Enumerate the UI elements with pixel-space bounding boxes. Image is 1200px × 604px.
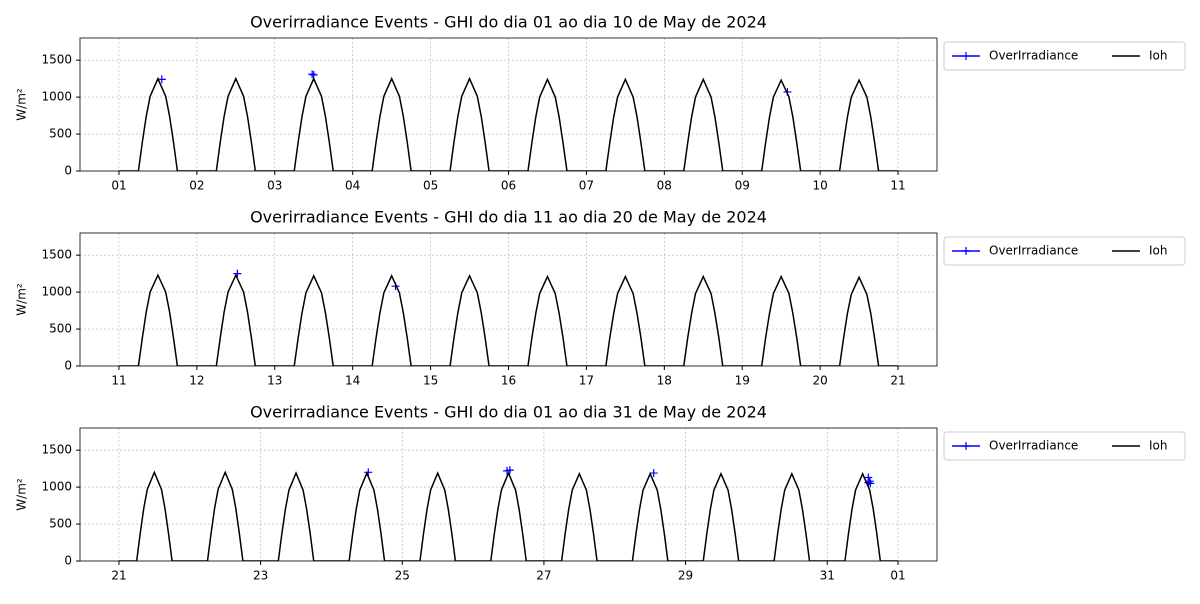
legend-box [943, 41, 1186, 71]
x-tick-label: 23 [253, 569, 268, 583]
marker [233, 269, 242, 278]
x-tick-label: 29 [678, 569, 693, 583]
subplot: Overirradiance Events - GHI do dia 11 ao… [15, 208, 1186, 388]
legend-marker [962, 52, 970, 60]
legend-label: Ioh [1149, 439, 1168, 453]
x-tick-label: 21 [890, 374, 905, 388]
x-tick-label: 01 [890, 569, 905, 583]
legend-box [943, 431, 1186, 461]
plot-frame [79, 232, 938, 367]
legend-marker [962, 442, 970, 450]
marker [308, 70, 317, 79]
subplot: Overirradiance Events - GHI do dia 01 ao… [15, 13, 1186, 193]
line-series [118, 470, 899, 561]
x-tick-label: 01 [111, 179, 126, 193]
x-tick-label: 19 [735, 374, 750, 388]
y-tick-label: 0 [64, 554, 72, 568]
legend-label: Ioh [1149, 244, 1168, 258]
x-tick-label: 11 [111, 374, 126, 388]
x-tick-label: 04 [345, 179, 360, 193]
plot-frame [79, 37, 938, 172]
chart-title: Overirradiance Events - GHI do dia 11 ao… [250, 208, 767, 227]
legend-label: OverIrradiance [989, 244, 1078, 258]
x-tick-label: 31 [820, 569, 835, 583]
x-tick-label: 13 [267, 374, 282, 388]
x-tick-label: 03 [267, 179, 282, 193]
x-tick-label: 06 [501, 179, 516, 193]
legend-label: OverIrradiance [989, 49, 1078, 63]
y-tick-label: 500 [49, 517, 72, 531]
x-tick-label: 05 [423, 179, 438, 193]
x-tick-label: 09 [735, 179, 750, 193]
marker [505, 466, 514, 475]
chart-title: Overirradiance Events - GHI do dia 01 ao… [250, 13, 767, 32]
x-tick-label: 10 [812, 179, 827, 193]
x-tick-label: 14 [345, 374, 360, 388]
x-tick-label: 07 [579, 179, 594, 193]
y-axis-label: W/m² [15, 478, 29, 511]
y-tick-label: 1500 [41, 443, 72, 457]
x-tick-label: 27 [536, 569, 551, 583]
y-tick-label: 0 [64, 164, 72, 178]
marker [157, 75, 166, 84]
y-axis-label: W/m² [15, 88, 29, 121]
y-tick-label: 1000 [41, 480, 72, 494]
y-tick-label: 1500 [41, 53, 72, 67]
legend-label: OverIrradiance [989, 439, 1078, 453]
x-tick-label: 15 [423, 374, 438, 388]
marker [649, 469, 658, 478]
y-axis-label: W/m² [15, 283, 29, 316]
legend-label: Ioh [1149, 49, 1168, 63]
y-tick-label: 500 [49, 127, 72, 141]
x-tick-label: 18 [657, 374, 672, 388]
x-tick-label: 20 [812, 374, 827, 388]
legend-marker [962, 247, 970, 255]
legend-box [943, 236, 1186, 266]
line-series [118, 76, 899, 171]
y-tick-label: 500 [49, 322, 72, 336]
x-tick-label: 25 [395, 569, 410, 583]
y-tick-label: 1000 [41, 285, 72, 299]
x-tick-label: 21 [111, 569, 126, 583]
x-tick-label: 08 [657, 179, 672, 193]
x-tick-label: 11 [890, 179, 905, 193]
x-tick-label: 02 [189, 179, 204, 193]
y-tick-label: 1000 [41, 90, 72, 104]
chart-title: Overirradiance Events - GHI do dia 01 ao… [250, 403, 767, 422]
marker [866, 479, 875, 488]
y-tick-label: 1500 [41, 248, 72, 262]
subplot: Overirradiance Events - GHI do dia 01 ao… [15, 403, 1186, 583]
x-tick-label: 12 [189, 374, 204, 388]
y-tick-label: 0 [64, 359, 72, 373]
line-series [118, 273, 899, 366]
x-tick-label: 17 [579, 374, 594, 388]
plot-frame [79, 427, 938, 562]
x-tick-label: 16 [501, 374, 516, 388]
